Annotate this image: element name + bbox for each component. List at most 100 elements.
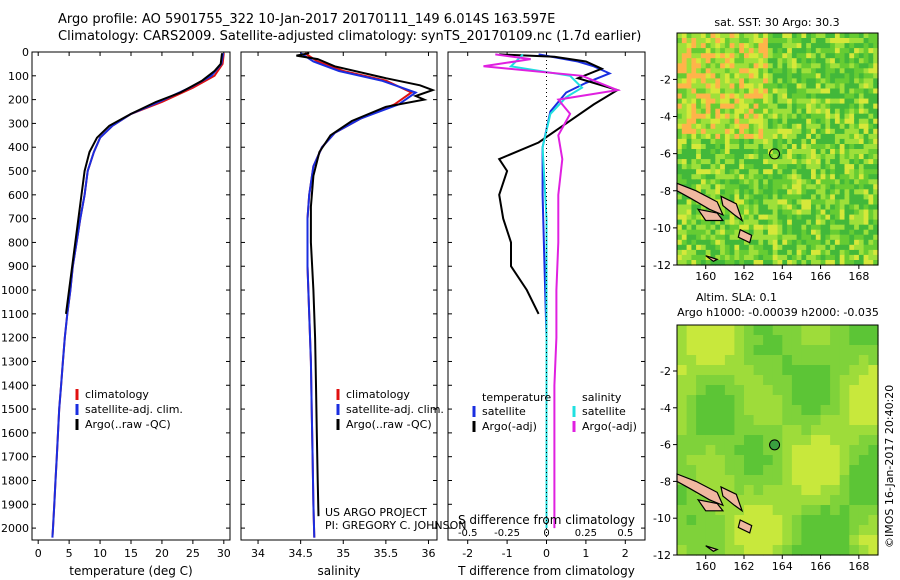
map-cell bbox=[691, 239, 697, 246]
map-cell bbox=[715, 179, 721, 185]
map-cell bbox=[791, 63, 798, 69]
map-cell bbox=[825, 144, 831, 150]
map-cell bbox=[753, 244, 759, 251]
map-cell bbox=[691, 138, 697, 145]
map-cell bbox=[734, 93, 740, 100]
map-cell bbox=[715, 345, 726, 356]
map-cell bbox=[849, 83, 855, 89]
map-cell bbox=[811, 219, 817, 226]
map-cell bbox=[796, 48, 802, 54]
map-cell bbox=[830, 83, 836, 89]
map-cell bbox=[839, 194, 846, 200]
map-cell bbox=[681, 43, 688, 49]
map-cell bbox=[734, 53, 740, 59]
map-cell bbox=[677, 43, 683, 49]
map-cell bbox=[834, 229, 841, 236]
map-cell bbox=[705, 224, 712, 231]
map-cell bbox=[777, 219, 783, 226]
map-cell bbox=[705, 179, 712, 185]
map-cell bbox=[724, 78, 731, 84]
map-cell bbox=[763, 118, 769, 125]
map-cell bbox=[863, 38, 869, 44]
map-cell bbox=[844, 239, 850, 246]
map-cell bbox=[677, 455, 688, 466]
map-cell bbox=[777, 88, 783, 95]
map-cell bbox=[739, 48, 745, 54]
map-cell bbox=[705, 405, 716, 416]
map-cell bbox=[830, 48, 836, 54]
map-cell bbox=[744, 93, 750, 100]
map-cell bbox=[724, 118, 731, 125]
y-tick-label: 1500 bbox=[1, 403, 29, 416]
map-cell bbox=[744, 68, 750, 74]
map-cell bbox=[791, 164, 798, 170]
map-cell bbox=[710, 138, 716, 145]
map-cell bbox=[691, 254, 697, 261]
map-cell bbox=[791, 194, 798, 200]
map-cell bbox=[748, 83, 755, 89]
map-cell bbox=[686, 88, 692, 95]
map-cell bbox=[724, 144, 731, 150]
map-cell bbox=[834, 58, 841, 64]
island-shape bbox=[720, 485, 744, 513]
map-cell bbox=[854, 174, 860, 180]
map-cell bbox=[677, 149, 683, 155]
map-cell bbox=[849, 219, 855, 226]
map-cell bbox=[854, 234, 860, 241]
map-cell bbox=[849, 123, 855, 130]
map-cell bbox=[834, 138, 841, 145]
map-cell bbox=[724, 214, 731, 221]
map-cell bbox=[734, 108, 740, 115]
map-cell bbox=[729, 174, 735, 180]
map-cell bbox=[806, 204, 812, 211]
map-cell bbox=[791, 118, 798, 125]
map-cell bbox=[763, 535, 774, 546]
map-cell bbox=[696, 123, 702, 130]
map-cell bbox=[748, 149, 755, 155]
map-cell bbox=[705, 169, 712, 175]
map-cell bbox=[791, 365, 803, 376]
map-cell bbox=[839, 138, 846, 145]
map-cell bbox=[763, 43, 769, 49]
map-cell bbox=[696, 113, 702, 120]
map-cell bbox=[820, 159, 826, 165]
map-cell bbox=[858, 128, 865, 135]
map-cell bbox=[873, 63, 879, 69]
legend-label-climatology: climatology bbox=[346, 388, 410, 401]
map-cell bbox=[686, 78, 692, 84]
map-cell bbox=[801, 43, 807, 49]
map-cell bbox=[758, 169, 764, 175]
map-cell bbox=[863, 118, 869, 125]
map-cell bbox=[863, 78, 869, 84]
map-cell bbox=[681, 88, 688, 95]
map-cell bbox=[815, 219, 822, 226]
map-cell bbox=[815, 234, 822, 241]
map-cell bbox=[820, 455, 831, 466]
map-cell bbox=[767, 78, 774, 84]
map-cell bbox=[854, 209, 860, 216]
map-cell bbox=[729, 78, 735, 84]
map-cell bbox=[696, 229, 702, 236]
map-cell bbox=[677, 73, 683, 79]
map-cell bbox=[720, 159, 726, 165]
map-cell bbox=[811, 179, 817, 185]
map-cell bbox=[734, 78, 740, 84]
map-cell bbox=[724, 194, 731, 200]
map-cell bbox=[863, 260, 869, 266]
x-tick-label-temperature: 25 bbox=[186, 547, 200, 560]
map-cell bbox=[806, 244, 812, 251]
map-cell bbox=[830, 455, 841, 466]
map-cell bbox=[681, 138, 688, 145]
map-cell bbox=[791, 515, 803, 526]
plot-frame-temperature bbox=[31, 51, 231, 541]
map-cell bbox=[844, 58, 850, 64]
map-cell bbox=[801, 98, 807, 105]
map-cell bbox=[715, 355, 726, 366]
map-cell bbox=[705, 98, 712, 105]
map-cell bbox=[767, 199, 774, 205]
map-cell bbox=[710, 239, 716, 246]
map-cell bbox=[753, 63, 759, 69]
map-cell bbox=[830, 108, 836, 115]
map-cell bbox=[739, 83, 745, 89]
map-cell bbox=[782, 224, 788, 231]
